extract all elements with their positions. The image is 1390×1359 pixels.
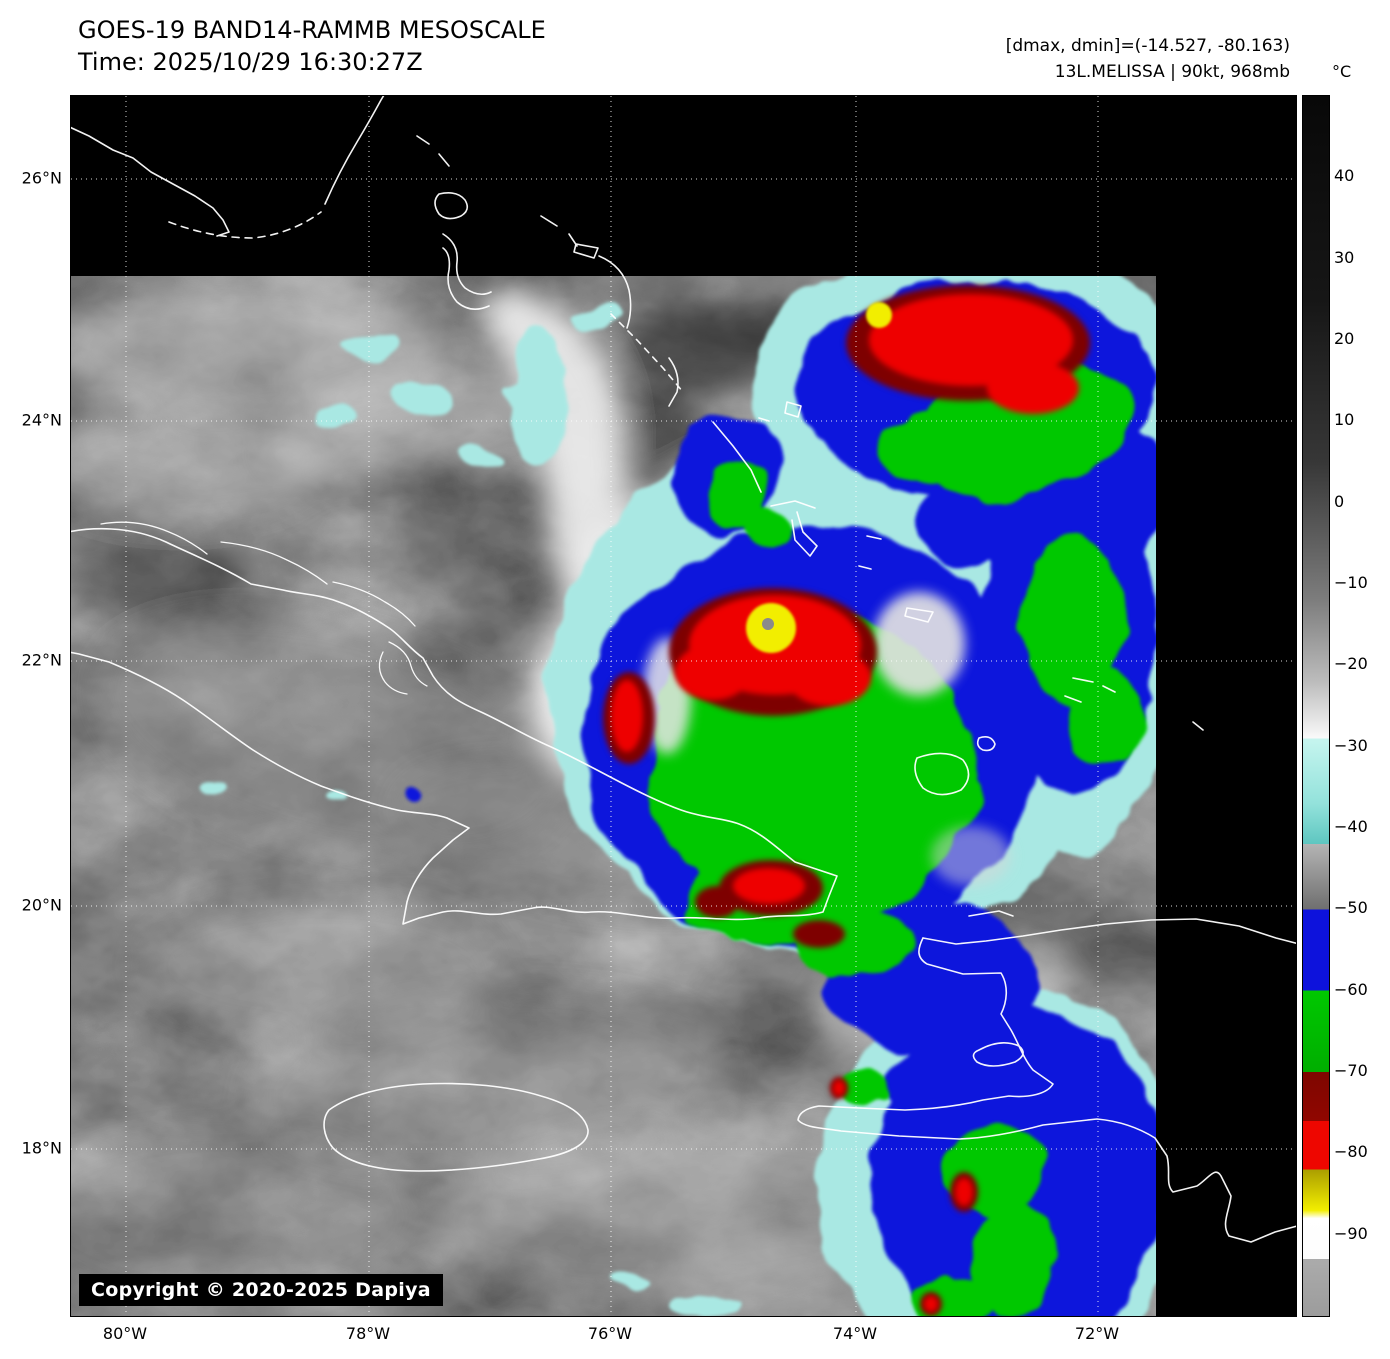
lat-label-26n: 26°N bbox=[21, 168, 62, 188]
storm-info-readout: 13L.MELISSA | 90kt, 968mb bbox=[1054, 61, 1290, 82]
colorbar-tick: −10 bbox=[1334, 573, 1368, 592]
coastlines-layer bbox=[71, 96, 1296, 1243]
lon-label-80w: 80°W bbox=[102, 1324, 148, 1343]
lat-label-24n: 24°N bbox=[21, 410, 62, 430]
coastline-bahamas bbox=[416, 135, 996, 796]
coastline-gonave-island bbox=[972, 1042, 1024, 1067]
ir-red-layer bbox=[611, 294, 1079, 1312]
lon-label-78w: 78°W bbox=[345, 1324, 391, 1343]
colorbar-tick: −50 bbox=[1334, 898, 1368, 918]
satellite-map: Copyright © 2020-2025 Dapiya bbox=[70, 95, 1297, 1317]
coastline-tortuga-island bbox=[968, 910, 1014, 917]
colorbar-tick: −80 bbox=[1334, 1142, 1368, 1162]
colorbar-tick: 30 bbox=[1334, 247, 1355, 267]
dmax-dmin-readout: [dmax, dmin]=(-14.527, -80.163) bbox=[1005, 36, 1290, 56]
colorbar-tick: 0 bbox=[1334, 491, 1345, 511]
colorbar-tick: −20 bbox=[1334, 654, 1368, 674]
colorbar-tick: −90 bbox=[1334, 1223, 1368, 1243]
coastline-cuba bbox=[71, 528, 838, 925]
coastline-cuba-cays bbox=[100, 521, 428, 695]
coastline-jamaica bbox=[323, 1082, 589, 1172]
coastline-florida-east bbox=[324, 96, 385, 205]
colorbar-tick: 40 bbox=[1334, 166, 1355, 186]
mesoscale-sector bbox=[71, 276, 1156, 1316]
eye-center-warm-pixel bbox=[762, 618, 774, 630]
copyright-badge: Copyright © 2020-2025 Dapiya bbox=[79, 1274, 443, 1306]
colorbar-tick: 20 bbox=[1334, 329, 1355, 348]
coastline-turks-caicos bbox=[1064, 677, 1204, 731]
graticule-layer bbox=[71, 96, 1296, 1316]
coastline-florida bbox=[71, 126, 230, 237]
colorbar-unit-label: °C bbox=[1332, 62, 1352, 81]
colorbar-tick: −40 bbox=[1334, 817, 1368, 836]
product-title: GOES-19 BAND14-RAMMB MESOSCALE bbox=[78, 16, 546, 44]
colorbar-gradient bbox=[1302, 95, 1330, 1317]
colorbar-tick: −60 bbox=[1334, 979, 1368, 999]
colorbar-ticks: 40 30 20 10 0 −10 −20 −30 −40 −50 −60 −7… bbox=[1334, 95, 1388, 1315]
lon-label-76w: 76°W bbox=[587, 1324, 633, 1343]
header-title-block: GOES-19 BAND14-RAMMB MESOSCALE Time: 202… bbox=[78, 14, 546, 79]
lon-label-72w: 72°W bbox=[1074, 1324, 1120, 1343]
coastline-hispaniola-north bbox=[922, 918, 1296, 945]
lat-label-20n: 20°N bbox=[21, 895, 62, 915]
coastline-florida-keys bbox=[168, 211, 322, 239]
lon-label-74w: 74°W bbox=[832, 1324, 878, 1343]
lat-label-18n: 18°N bbox=[21, 1138, 62, 1158]
satellite-imagery bbox=[71, 96, 1296, 1316]
colorbar-tick: 10 bbox=[1334, 410, 1355, 430]
ir-dry-slot-layer bbox=[643, 592, 1011, 886]
header-info-block: [dmax, dmin]=(-14.527, -80.163) 13L.MELI… bbox=[1006, 34, 1290, 85]
colorbar-tick: −70 bbox=[1334, 1061, 1368, 1080]
product-time: Time: 2025/10/29 16:30:27Z bbox=[78, 48, 423, 77]
lat-label-22n: 22°N bbox=[21, 650, 62, 670]
colorbar-tick: −30 bbox=[1334, 735, 1368, 755]
coastline-hispaniola-south bbox=[797, 937, 1296, 1243]
